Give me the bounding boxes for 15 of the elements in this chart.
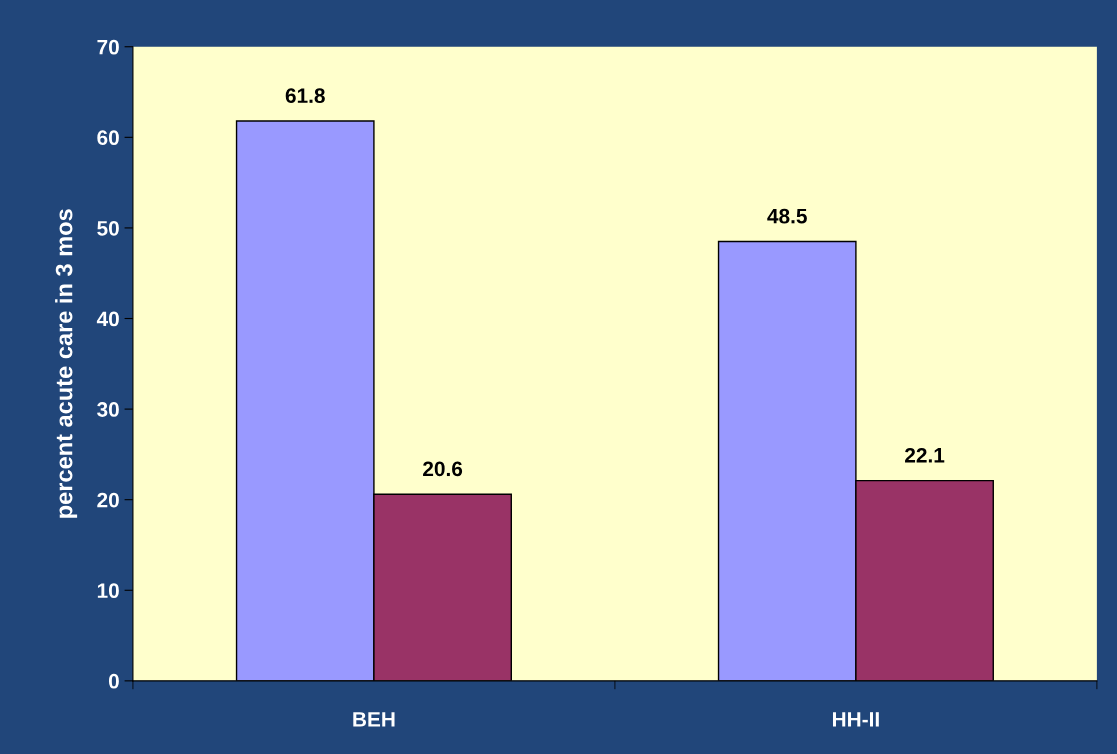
- data-label: 61.8: [285, 88, 325, 104]
- data-label: 20.6: [423, 461, 463, 477]
- x-tick-label: HH-II: [832, 712, 879, 727]
- y-axis-title: percent acute care in 3 mos: [55, 209, 78, 518]
- y-tick-label: 50: [97, 220, 119, 236]
- y-tick-label: 60: [97, 130, 119, 146]
- y-tick-label: 30: [97, 402, 119, 417]
- y-tick-label: 20: [97, 492, 119, 508]
- y-tick-label: 70: [97, 39, 119, 55]
- y-tick-label: 40: [96, 311, 119, 327]
- y-tick-label: 0: [108, 673, 119, 689]
- data-label: 48.5: [767, 208, 807, 224]
- x-tick-label: BEH: [353, 712, 395, 727]
- y-tick-label: 10: [97, 583, 119, 599]
- data-label: 22.1: [905, 447, 945, 463]
